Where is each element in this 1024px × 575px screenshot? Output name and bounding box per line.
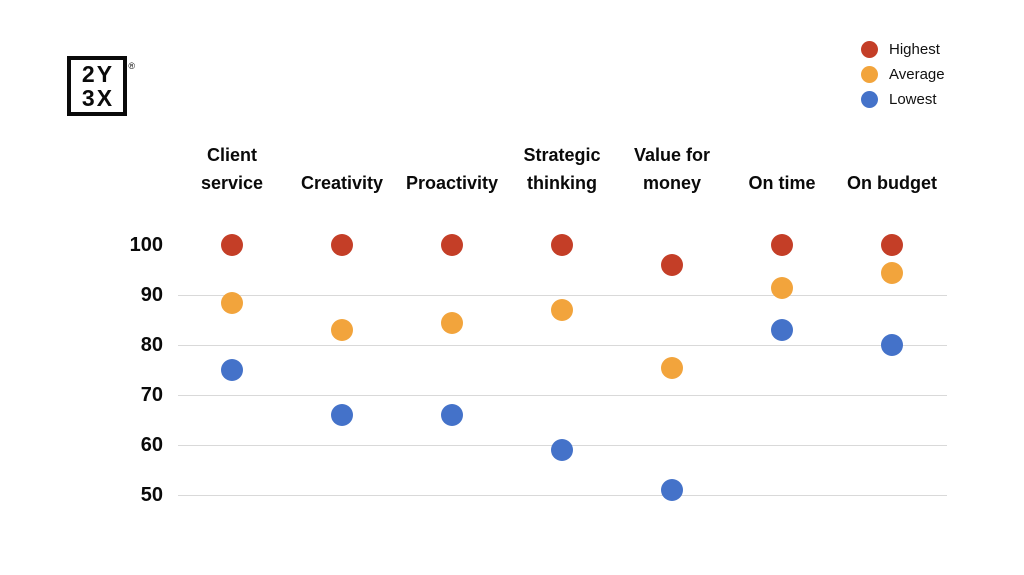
category-label-line: On budget — [847, 173, 937, 193]
data-point-lowest-strategic-thinking — [551, 439, 573, 461]
legend-dot-icon — [861, 91, 878, 108]
category-label-line: Strategic — [523, 145, 601, 165]
data-point-lowest-on-budget — [881, 334, 903, 356]
category-label-line: Proactivity — [405, 173, 499, 193]
data-point-average-client-service — [221, 291, 243, 314]
category-label-strategic-thinking: Strategic thinking — [487, 135, 637, 197]
data-point-highest-on-time — [771, 234, 793, 256]
logo-line-2: 3X — [81, 85, 115, 111]
2y3x-logo: 2Y 3X ® — [67, 56, 135, 116]
gridline-90 — [178, 295, 947, 296]
category-label-line: thinking — [527, 173, 597, 193]
legend-item-lowest: Lowest — [861, 87, 945, 112]
category-label-line: On time — [748, 173, 816, 193]
data-point-average-on-budget — [881, 261, 903, 284]
category-label-line: Creativity — [300, 173, 384, 193]
logo-line-1: 2Y — [81, 61, 115, 87]
category-label-creativity: Creativity — [267, 135, 417, 197]
y-axis-tick-80: 80 — [140, 334, 163, 356]
category-label-value-for-money: Value for money — [597, 135, 747, 197]
category-label-line: money — [642, 173, 702, 193]
data-point-lowest-on-time — [771, 319, 793, 341]
chart-legend: Highest Average Lowest — [861, 37, 945, 112]
data-point-average-on-time — [771, 276, 793, 299]
data-point-average-creativity — [331, 319, 353, 341]
category-label-line: service — [200, 173, 264, 193]
y-axis-tick-60: 60 — [140, 434, 163, 456]
data-point-lowest-value-for-money — [661, 479, 683, 501]
data-point-highest-creativity — [331, 234, 353, 256]
gridline-70 — [178, 395, 947, 396]
gridline-50 — [178, 495, 947, 496]
data-point-highest-client-service — [221, 234, 243, 256]
category-label-client-service: Client service — [157, 135, 307, 197]
legend-label: Highest — [889, 41, 940, 58]
category-label-on-budget: On budget — [817, 135, 967, 197]
y-axis-tick-50: 50 — [140, 484, 163, 506]
legend-item-highest: Highest — [861, 37, 945, 62]
data-point-highest-value-for-money — [661, 254, 683, 276]
data-point-highest-proactivity — [441, 234, 463, 256]
y-axis-tick-100: 100 — [129, 234, 163, 256]
data-point-average-strategic-thinking — [551, 299, 573, 321]
category-label-on-time: On time — [707, 135, 857, 197]
category-label-proactivity: Proactivity — [377, 135, 527, 197]
data-point-highest-on-budget — [881, 234, 903, 256]
data-point-lowest-creativity — [331, 404, 353, 426]
legend-label: Average — [889, 66, 945, 83]
y-axis-tick-70: 70 — [140, 384, 163, 406]
data-point-average-proactivity — [441, 311, 463, 334]
data-point-lowest-client-service — [221, 359, 243, 381]
category-label-line: Client — [206, 145, 257, 165]
y-axis-tick-90: 90 — [140, 284, 163, 306]
legend-dot-icon — [861, 66, 878, 83]
data-point-average-value-for-money — [661, 356, 683, 379]
legend-dot-icon — [861, 41, 878, 58]
category-label-line: Value for — [633, 145, 711, 165]
gridline-80 — [178, 345, 947, 346]
registered-trademark-icon: ® — [128, 61, 135, 71]
legend-item-average: Average — [861, 62, 945, 87]
data-point-highest-strategic-thinking — [551, 234, 573, 256]
legend-label: Lowest — [889, 91, 937, 108]
data-point-lowest-proactivity — [441, 404, 463, 426]
